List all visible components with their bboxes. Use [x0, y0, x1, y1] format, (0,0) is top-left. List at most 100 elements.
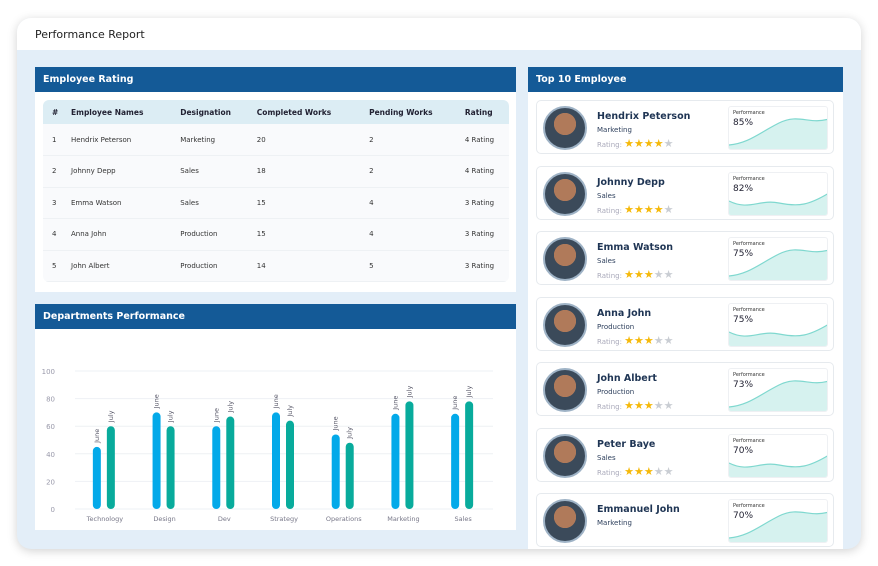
performance-sparkline: Performance 75%	[728, 237, 828, 281]
star-icon: ★	[624, 137, 635, 150]
performance-sparkline: Performance 70%	[728, 499, 828, 543]
performance-sparkline: Performance 70%	[728, 433, 828, 478]
employee-rating: Rating: ★★★★★	[597, 465, 674, 478]
bar-june[interactable]	[391, 413, 400, 509]
x-tick-label: Sales	[454, 515, 472, 523]
bar-june[interactable]	[272, 412, 280, 509]
employee-card[interactable]: Hendrix Peterson Marketing Rating: ★★★★★…	[536, 100, 834, 154]
employee-department: Sales	[597, 257, 616, 265]
star-icon: ★	[634, 137, 644, 150]
employee-card[interactable]: Anna John Production Rating: ★★★★★ Perfo…	[536, 296, 834, 351]
bar-july[interactable]	[226, 416, 235, 509]
bar-july[interactable]	[345, 442, 354, 509]
rating-label: Rating:	[597, 272, 622, 280]
employee-name: Emmanuel John	[597, 504, 680, 515]
bar-june[interactable]	[212, 426, 221, 509]
table-cell: 15	[256, 187, 370, 219]
table-cell: 3 Rating	[464, 250, 509, 282]
report-window: Performance Report Employee Rating # Empl…	[17, 18, 861, 549]
column-header[interactable]: Rating	[464, 100, 509, 124]
bar-series-label: June	[212, 408, 220, 423]
star-icon: ★	[643, 202, 654, 216]
table-cell: 4	[43, 218, 71, 251]
employee-card[interactable]: Johnny Depp Sales Rating: ★★★★★ Performa…	[536, 165, 834, 220]
x-tick-label: Marketing	[387, 515, 419, 523]
bar-june[interactable]	[451, 413, 460, 509]
performance-value: 75%	[733, 314, 754, 325]
employee-department: Marketing	[597, 126, 632, 134]
table-cell: 5	[369, 250, 465, 282]
star-icon: ★	[653, 464, 664, 478]
x-tick-label: Technology	[86, 515, 124, 523]
bar-series-label: July	[167, 410, 175, 423]
column-header[interactable]: #	[43, 100, 71, 124]
bar-july[interactable]	[166, 426, 175, 509]
x-tick-label: Dev	[218, 515, 231, 523]
y-tick-label: 20	[46, 478, 55, 486]
table-row[interactable]: 1 Hendrix Peterson Marketing 20 2 4 Rating	[43, 124, 509, 156]
table-cell: Johnny Depp	[71, 155, 181, 188]
column-header[interactable]: Employee Names	[71, 100, 181, 124]
star-icon: ★	[643, 268, 654, 281]
employee-name: Hendrix Peterson	[597, 111, 691, 122]
bar-series-label: June	[451, 396, 459, 411]
employee-card[interactable]: Emma Watson Sales Rating: ★★★★★ Performa…	[536, 231, 834, 285]
employee-rating: Rating: ★★★★★	[597, 399, 674, 412]
table-row[interactable]: 3 Emma Watson Sales 15 4 3 Rating	[43, 187, 509, 219]
y-tick-label: 60	[46, 423, 55, 431]
employee-name: Johnny Depp	[597, 176, 665, 188]
table-cell: 4	[369, 218, 465, 251]
table-row[interactable]: 4 Anna John Production 15 4 3 Rating	[43, 218, 509, 251]
column-header[interactable]: Designation	[180, 100, 257, 124]
avatar	[543, 171, 587, 216]
employee-department: Production	[597, 322, 635, 331]
bar-june[interactable]	[92, 446, 101, 509]
avatar	[543, 433, 587, 478]
table-row[interactable]: 2 Johnny Depp Sales 18 2 4 Rating	[43, 155, 509, 188]
employee-department: Sales	[597, 191, 616, 200]
avatar	[543, 302, 587, 347]
star-icon: ★	[624, 333, 635, 347]
star-icon: ★	[634, 399, 644, 412]
star-icon: ★	[663, 333, 674, 347]
star-icon: ★	[634, 268, 644, 281]
performance-label: Performance	[733, 306, 765, 313]
bar-june[interactable]	[331, 434, 340, 509]
performance-label: Performance	[733, 437, 765, 444]
star-icon: ★	[624, 464, 635, 478]
column-header[interactable]: Completed Works	[256, 100, 370, 124]
bar-july[interactable]	[465, 401, 474, 509]
table-cell: 4 Rating	[464, 124, 509, 156]
performance-value: 73%	[733, 380, 754, 390]
bar-july[interactable]	[405, 401, 414, 509]
bar-july[interactable]	[106, 426, 115, 509]
table-cell: Hendrix Peterson	[71, 124, 181, 156]
performance-label: Performance	[733, 372, 765, 378]
table-cell: 20	[256, 124, 370, 156]
table-cell: Emma Watson	[71, 187, 181, 219]
table-cell: 2	[369, 124, 465, 156]
bar-july[interactable]	[286, 420, 294, 509]
employee-card[interactable]: John Albert Production Rating: ★★★★★ Per…	[536, 362, 834, 416]
panel-title: Top 10 Employee	[528, 67, 843, 92]
star-icon: ★	[624, 202, 635, 216]
table-cell: John Albert	[71, 250, 181, 282]
performance-label: Performance	[733, 110, 765, 116]
table-cell: 1	[43, 124, 71, 156]
table-cell: Sales	[180, 155, 257, 188]
employee-name: Emma Watson	[597, 242, 674, 253]
table-cell: 3 Rating	[464, 187, 509, 219]
bar-june[interactable]	[152, 412, 161, 509]
table-cell: 2	[43, 155, 71, 188]
employee-card[interactable]: Peter Baye Sales Rating: ★★★★★ Performan…	[536, 427, 834, 482]
table-cell: 18	[256, 155, 370, 188]
bar-series-label: June	[332, 416, 340, 431]
column-header[interactable]: Pending Works	[369, 100, 465, 124]
table-cell: Sales	[180, 187, 257, 219]
employee-card[interactable]: Emmanuel John Marketing Performance 70%	[536, 493, 834, 547]
performance-label: Performance	[733, 175, 765, 182]
table-row[interactable]: 5 John Albert Production 14 5 3 Rating	[43, 250, 509, 282]
bar-series-label: July	[226, 401, 234, 414]
y-tick-label: 100	[42, 368, 55, 376]
rating-label: Rating:	[597, 206, 622, 215]
